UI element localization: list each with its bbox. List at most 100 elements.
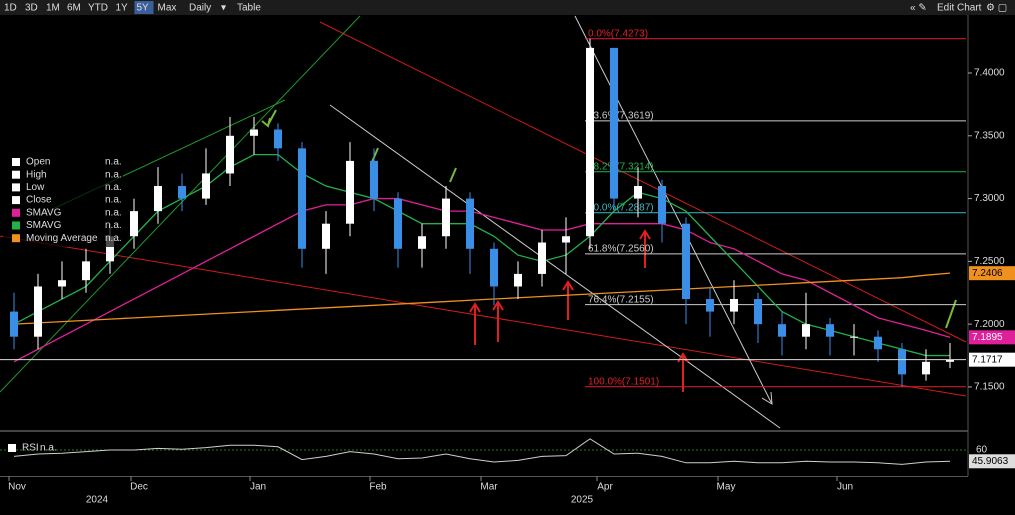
range-button[interactable]: 5Y (137, 3, 150, 14)
candle-body (610, 47, 618, 199)
plot-area: 0.0%(7.4273) 23.6%(7.3619) 38.2%(7.3214) 50… (0, 28, 966, 387)
candle-body (250, 129, 258, 136)
rsi-legend-label: RSI (22, 443, 39, 454)
legend-label: SMAVG (26, 207, 62, 218)
candle-body (898, 349, 906, 375)
fib-label: 23.6%(7.3619) (588, 110, 654, 121)
fib-label: 50.0%(7.2887) (588, 202, 654, 213)
moving-average-line (13, 272, 951, 325)
candle-body (130, 211, 138, 237)
x-tick-label: Jun (837, 482, 853, 493)
fib-label: 38.2%(7.3214) (588, 161, 654, 172)
range-button[interactable]: YTD (88, 3, 108, 14)
price-tag-label: 7.2406 (972, 268, 1003, 279)
legend-value: n.a. (105, 220, 122, 231)
moving-average-line (13, 197, 951, 363)
candle-body (298, 148, 306, 249)
trend-line (319, 21, 967, 343)
range-button[interactable]: 1D (4, 3, 17, 14)
frequency-button[interactable]: Daily (189, 3, 211, 14)
y-tick-label: 7.1500 (974, 382, 1005, 393)
candle-body (850, 336, 858, 338)
legend-value: n.a. (105, 182, 122, 193)
candle-body (106, 236, 114, 262)
legend-swatch (12, 183, 20, 192)
arrow-head (761, 391, 773, 405)
candle-body (202, 173, 210, 199)
legend: Open n.a. High n.a. Low n.a. Close n.a. SMAVG n.a… (3, 155, 123, 247)
x-axis-line (0, 476, 968, 477)
fib-label: 61.8%(7.2560) (588, 243, 654, 254)
range-button[interactable]: 6M (67, 3, 81, 14)
legend-label: High (26, 169, 47, 180)
year-label: 2024 (86, 495, 109, 506)
candle-body (226, 135, 234, 174)
legend-value: n.a. (105, 195, 122, 206)
y-tick-label: 7.3000 (974, 193, 1005, 204)
legend-label: Close (26, 195, 52, 206)
x-tick-label: May (717, 482, 736, 493)
toolbar (0, 0, 1015, 15)
candle-body (586, 47, 594, 237)
annotations (0, 15, 967, 429)
legend-value: n.a. (105, 207, 122, 218)
candle-body (154, 186, 162, 212)
x-tick-label: Dec (130, 482, 148, 493)
candle-body (34, 286, 42, 337)
candle-body (82, 261, 90, 281)
rsi-line (13, 438, 951, 465)
candle-body (562, 236, 570, 243)
trend-line (329, 104, 781, 429)
range-button[interactable]: 1Y (116, 3, 129, 14)
candle-body (178, 186, 186, 199)
rsi-tag (969, 454, 1015, 469)
candle-body (394, 198, 402, 249)
moving-average-line (13, 153, 950, 357)
legend-value: n.a. (105, 233, 122, 244)
edit-chart-button[interactable]: Edit Chart (937, 3, 982, 14)
candle-body (826, 324, 834, 337)
legend-swatch (12, 221, 20, 230)
candle-body (466, 198, 474, 249)
range-button[interactable]: Max (158, 3, 177, 14)
y-tick-label: 7.4000 (974, 68, 1005, 79)
range-button[interactable]: 3D (25, 3, 38, 14)
legend-label: Low (26, 182, 45, 193)
x-tick-label: Mar (480, 482, 498, 493)
collapse-icon: « ✎ (910, 3, 927, 14)
candle-body (922, 361, 930, 375)
legend-label: Moving Average (26, 233, 98, 244)
legend-swatch (12, 196, 20, 205)
y-tick-label: 7.3500 (974, 130, 1005, 141)
year-label: 2025 (571, 495, 594, 506)
price-tag (969, 352, 1015, 367)
dropdown-caret: ▾ (221, 3, 226, 14)
candle-body (634, 186, 642, 199)
candle-body (802, 324, 810, 337)
candle-body (946, 359, 954, 362)
candle-body (754, 299, 762, 325)
candle-body (346, 160, 354, 224)
candle-body (706, 299, 714, 312)
rsi-legend-swatch (8, 444, 16, 452)
candle-body (682, 223, 690, 300)
rsi-tag-label: 45.9063 (972, 456, 1009, 467)
rsi-tick-label: 60 (976, 445, 988, 456)
panel-divider (0, 430, 968, 432)
x-tick-label: Jan (250, 482, 266, 493)
x-tick-label: Feb (369, 482, 387, 493)
x-tick-label: Nov (8, 482, 26, 493)
candle-body (538, 242, 546, 274)
table-button[interactable]: Table (237, 3, 261, 14)
legend-value: n.a. (105, 169, 122, 180)
range-button[interactable]: 1M (46, 3, 60, 14)
candle-body (370, 160, 378, 199)
range-active (134, 1, 154, 14)
legend-box (3, 155, 123, 247)
price-tag (969, 330, 1015, 345)
trend-line (0, 15, 361, 393)
legend-label: SMAVG (26, 220, 62, 231)
candle-body (490, 248, 498, 287)
